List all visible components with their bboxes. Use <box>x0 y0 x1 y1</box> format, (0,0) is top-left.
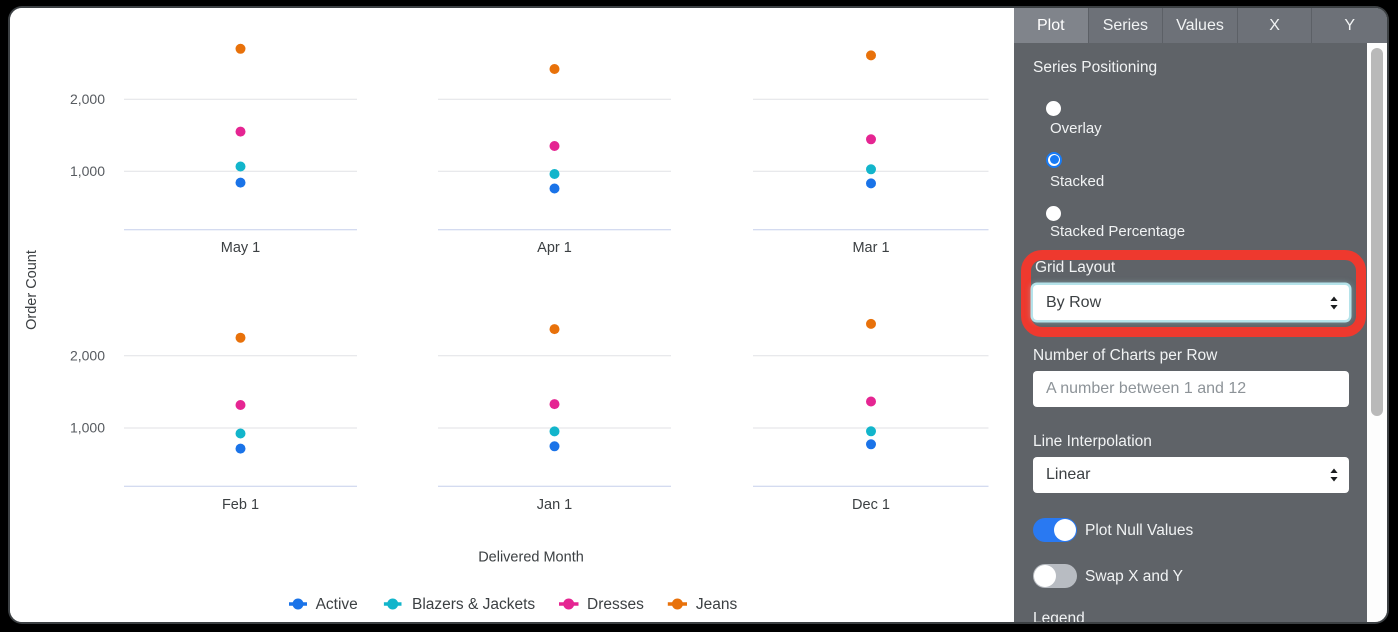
svg-text:Jeans: Jeans <box>696 596 738 613</box>
svg-text:Dresses: Dresses <box>587 596 644 613</box>
svg-text:2,000: 2,000 <box>70 348 105 364</box>
svg-text:Blazers & Jackets: Blazers & Jackets <box>412 596 535 613</box>
svg-text:1,000: 1,000 <box>70 420 105 436</box>
svg-text:Feb 1: Feb 1 <box>222 497 259 513</box>
svg-text:Mar 1: Mar 1 <box>852 240 889 256</box>
svg-text:Jan 1: Jan 1 <box>537 497 572 513</box>
svg-text:May 1: May 1 <box>221 240 261 256</box>
svg-text:Apr 1: Apr 1 <box>537 240 572 256</box>
svg-text:2,000: 2,000 <box>70 91 105 107</box>
svg-text:Order Count: Order Count <box>24 250 40 330</box>
svg-text:1,000: 1,000 <box>70 163 105 179</box>
svg-text:Active: Active <box>316 596 358 613</box>
svg-text:Dec 1: Dec 1 <box>852 497 890 513</box>
svg-text:Delivered Month: Delivered Month <box>478 550 584 566</box>
